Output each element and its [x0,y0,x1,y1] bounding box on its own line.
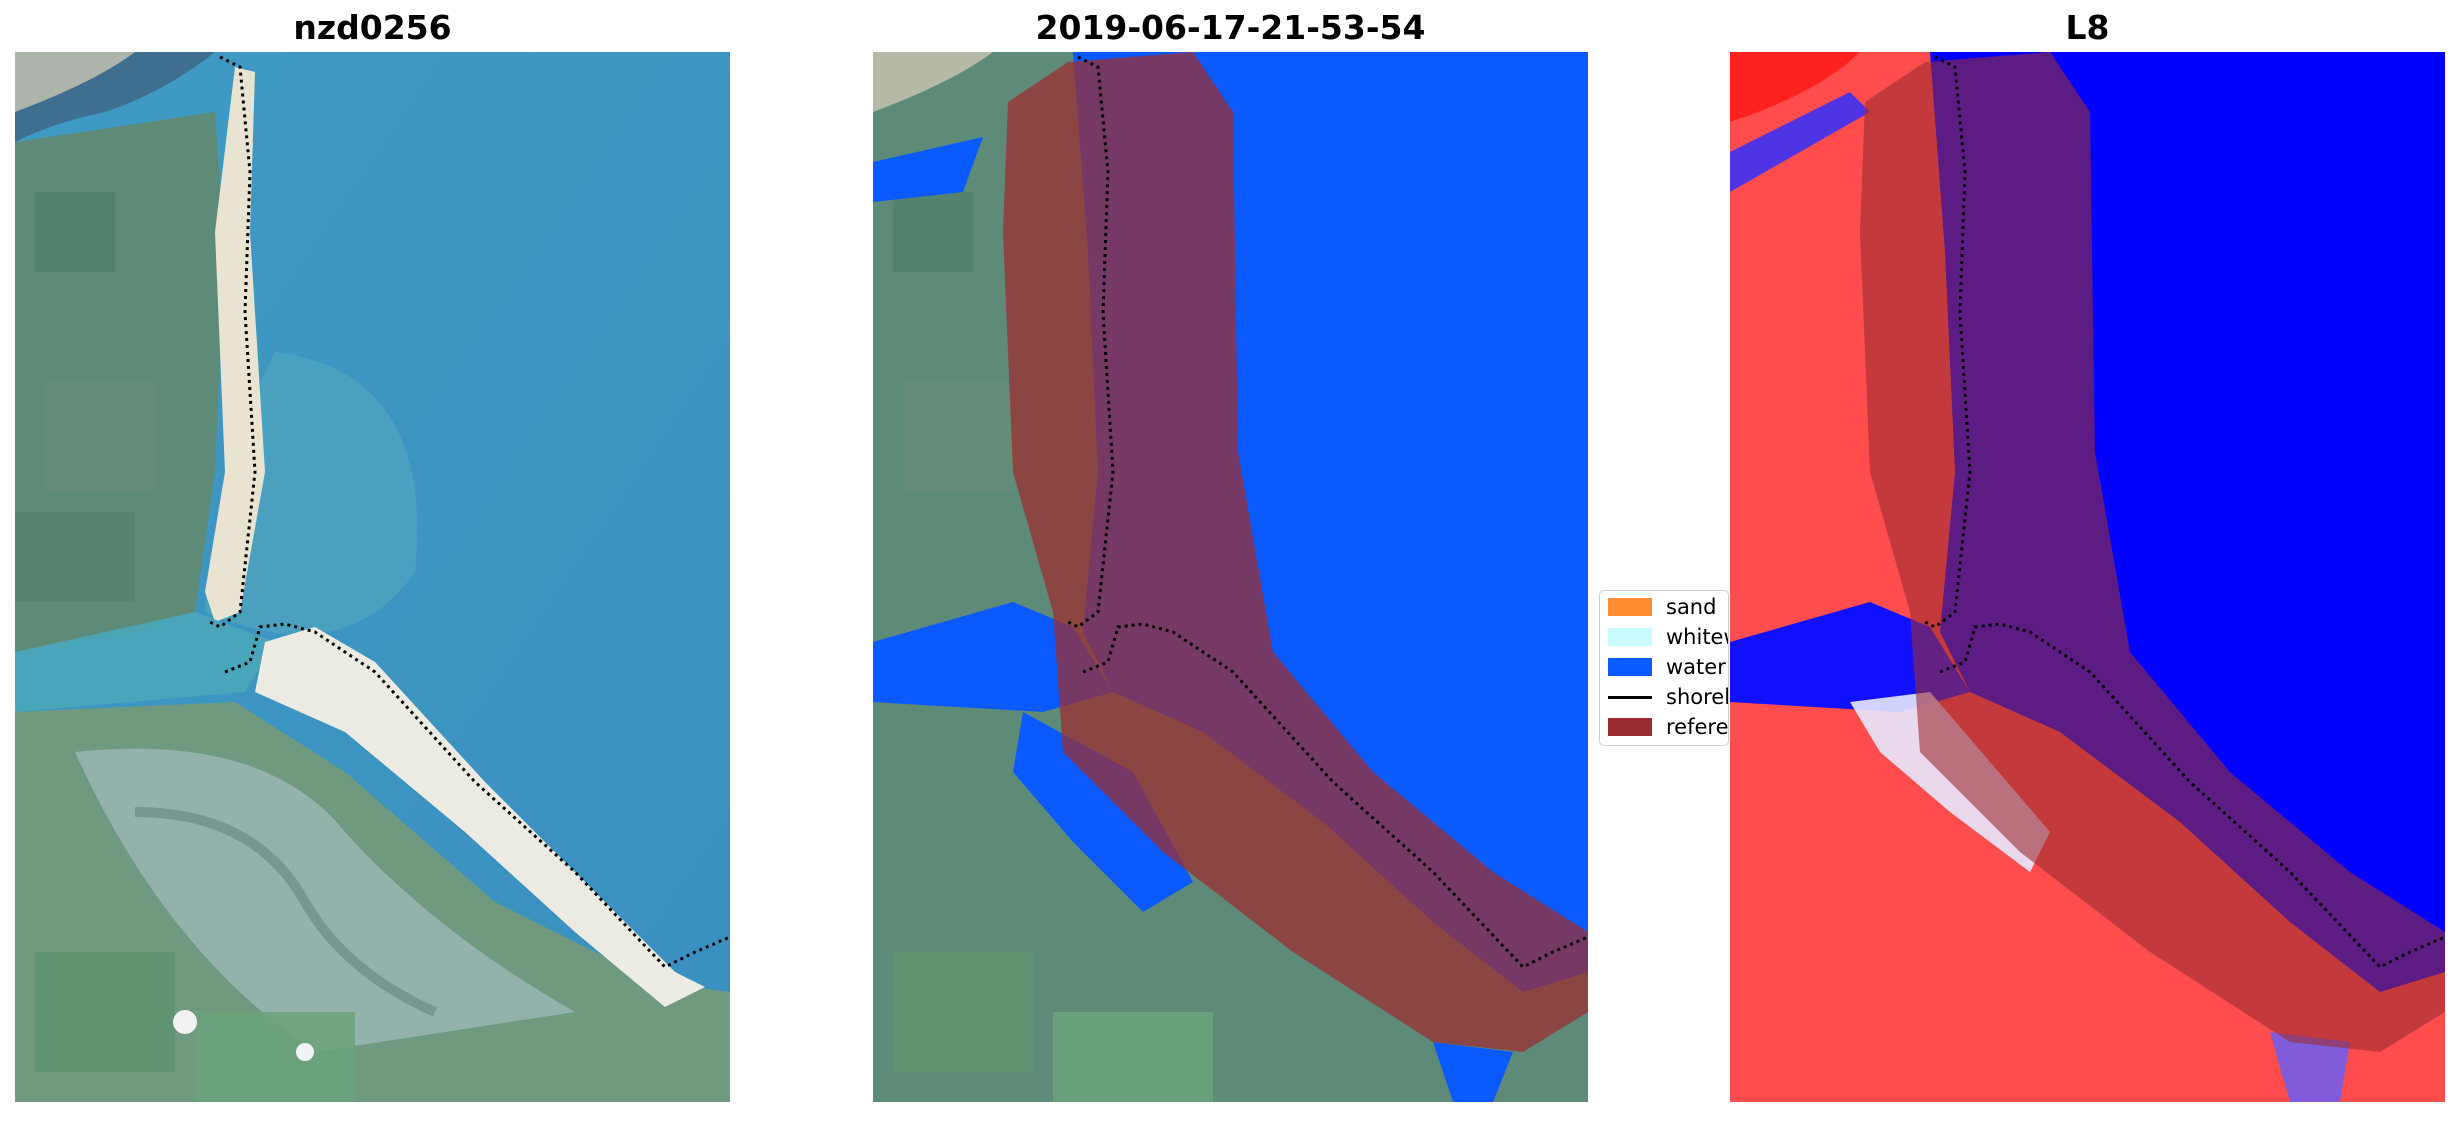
panel-title-index: L8 [2065,8,2110,47]
panel-title-classified: 2019-06-17-21-53-54 [1035,8,1426,47]
legend-item-water: water [1608,653,1726,681]
legend-item-reference: referen [1608,713,1729,741]
legend-label: water [1666,655,1726,679]
legend-label: referen [1666,715,1729,739]
index-image [1730,52,2445,1102]
legend-item-sand: sand [1608,593,1716,621]
classified-image [873,52,1588,1102]
legend-line-shoreline [1608,695,1652,699]
panel-title-rgb: nzd0256 [293,8,452,47]
legend-swatch-sand [1608,598,1652,616]
index-image-panel [1730,52,2445,1102]
legend-swatch-whitewater [1608,628,1652,646]
legend-swatch-reference [1608,718,1652,736]
legend-swatch-water [1608,658,1652,676]
classified-image-panel [873,52,1588,1102]
rgb-image-panel [15,52,730,1102]
legend-label: sand [1666,595,1717,619]
legend-label: shorel [1666,685,1729,709]
legend-item-shoreline: shorel [1608,683,1729,711]
rgb-satellite-image [15,52,730,1102]
